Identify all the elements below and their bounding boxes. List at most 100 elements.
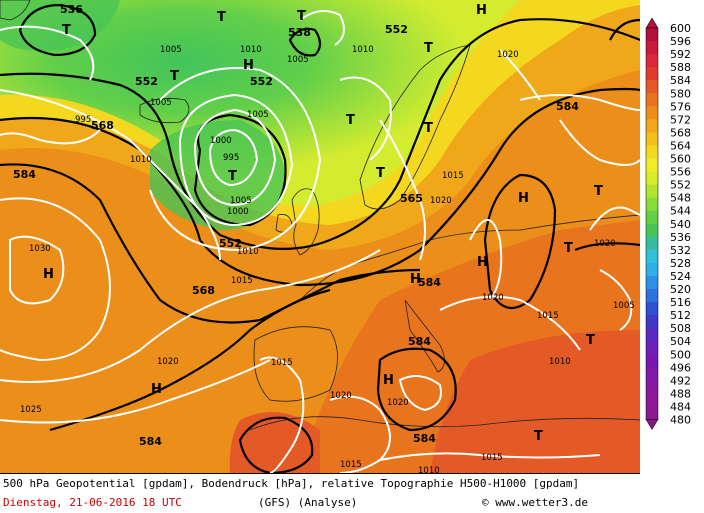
legend-swatch (646, 197, 658, 212)
legend-swatch (646, 341, 658, 355)
legend-value-label: 488 (670, 387, 691, 400)
map-description: 500 hPa Geopotential [gpdam], Bodendruck… (3, 477, 580, 490)
pressure-label: 1005 (247, 110, 269, 120)
pressure-label: 1005 (230, 196, 252, 206)
legend-value-label: 508 (670, 322, 691, 335)
legend-value-label: 564 (670, 139, 691, 152)
legend-value-label: 592 (670, 48, 691, 61)
legend-value-label: 532 (670, 244, 691, 257)
pressure-label: 1015 (537, 311, 559, 321)
legend-swatch (646, 171, 658, 186)
legend-swatch (646, 380, 658, 394)
high-marker: H (477, 255, 488, 270)
legend-swatch (646, 393, 658, 407)
geopotential-label: 584 (418, 276, 441, 289)
pressure-label: 1020 (482, 293, 504, 303)
footer-spacer (640, 473, 704, 513)
legend-value-label: 572 (670, 113, 691, 126)
high-marker: H (518, 191, 529, 206)
legend-swatch (646, 315, 658, 329)
legend-value-label: 568 (670, 126, 691, 139)
pressure-label: 1010 (130, 155, 152, 165)
legend-value-label: 588 (670, 61, 691, 74)
legend-swatch (646, 236, 658, 251)
pressure-label: 1005 (150, 98, 172, 108)
legend-value-label: 524 (670, 270, 691, 283)
high-marker: H (476, 3, 487, 18)
model-info: (GFS) (Analyse) (258, 496, 358, 509)
pressure-label: 1010 (240, 45, 262, 55)
pressure-label: 1010 (352, 45, 374, 55)
legend-swatch (646, 145, 658, 159)
pressure-label: 1005 (160, 45, 182, 55)
legend-value-label: 600 (670, 22, 691, 35)
pressure-label: 1020 (430, 196, 452, 206)
legend-value-label: 560 (670, 153, 691, 166)
high-marker: H (243, 58, 254, 73)
pressure-label: 1010 (418, 466, 440, 473)
legend-swatch (646, 119, 658, 133)
geopotential-label: 584 (139, 435, 162, 448)
legend-value-label: 584 (670, 74, 691, 87)
geopotential-label: 552 (250, 75, 273, 88)
legend-value-label: 544 (670, 205, 691, 218)
legend-swatch (646, 302, 658, 316)
legend-value-label: 484 (670, 400, 691, 413)
low-marker: T (62, 23, 71, 38)
low-marker: T (228, 169, 237, 184)
legend-top-arrow (645, 17, 659, 29)
color-scale-svg: 6005965925885845805765725685645605565525… (645, 17, 691, 430)
legend-value-label: 528 (670, 257, 691, 270)
low-marker: T (170, 69, 179, 84)
geopotential-label: 565 (400, 192, 423, 205)
low-marker: T (297, 9, 306, 24)
pressure-label: 1000 (210, 136, 232, 146)
pressure-label: 1015 (231, 276, 253, 286)
legend-swatch (646, 28, 658, 42)
legend-value-label: 496 (670, 361, 691, 374)
isobars (0, 10, 640, 473)
copyright-link[interactable]: © www.wetter3.de (482, 496, 588, 509)
legend-swatch (646, 210, 658, 225)
zone-nw-low (0, 0, 120, 52)
low-marker: T (534, 429, 543, 444)
pressure-label: 1030 (29, 244, 51, 254)
legend-swatch (646, 249, 658, 264)
pressure-label: 995 (75, 115, 91, 125)
legend-value-label: 492 (670, 374, 691, 387)
geopotential-label: 584 (13, 168, 36, 181)
map-footer: 500 hPa Geopotential [gpdam], Bodendruck… (0, 473, 640, 513)
low-marker: T (424, 41, 433, 56)
pressure-label: 995 (223, 153, 239, 163)
legend-swatch (646, 132, 658, 146)
high-marker: H (383, 373, 394, 388)
legend-swatch (646, 41, 658, 55)
pressure-centers: H H H H H H H H T T T T T T T T T T T T … (43, 3, 603, 444)
geopotential-label: 568 (192, 284, 215, 297)
high-marker: H (151, 382, 162, 397)
pressure-label: 1015 (340, 460, 362, 470)
legend-value-label: 536 (670, 231, 691, 244)
legend-swatch (646, 262, 658, 277)
legend-swatch (646, 54, 658, 68)
legend-swatch (646, 367, 658, 381)
geopotential-labels: 536 538 552 552 552 552 568 568 584 584 … (13, 3, 579, 448)
legend-value-label: 504 (670, 335, 691, 348)
legend-swatch (646, 406, 658, 420)
pressure-label: 1020 (330, 391, 352, 401)
pressure-label: 1020 (387, 398, 409, 408)
pressure-label: 1020 (594, 239, 616, 249)
pressure-label: 1000 (227, 207, 249, 217)
high-marker: H (43, 267, 54, 282)
legend-bottom-arrow (645, 419, 659, 430)
legend-value-label: 520 (670, 283, 691, 296)
geopotential-label: 538 (288, 26, 311, 39)
legend-value-label: 556 (670, 166, 691, 179)
legend-swatch (646, 93, 658, 107)
geopotential-label: 552 (385, 23, 408, 36)
legend-swatch (646, 328, 658, 342)
pressure-label: 1010 (549, 357, 571, 367)
weather-map: H H H H H H H H T T T T T T T T T T T T … (0, 0, 640, 473)
low-marker: T (594, 184, 603, 199)
legend-swatch (646, 158, 658, 173)
